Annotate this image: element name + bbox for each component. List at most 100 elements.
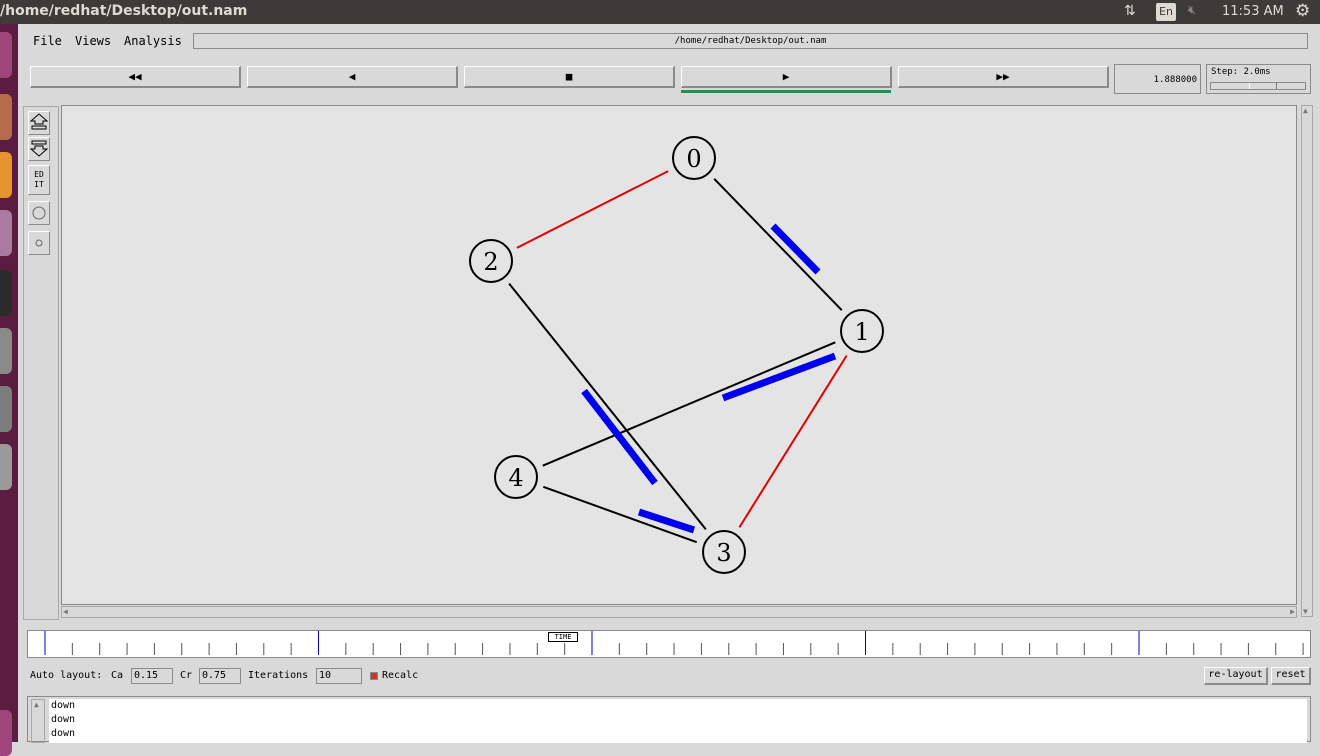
node-circle[interactable] (672, 136, 716, 180)
network-canvas[interactable]: 0 1 2 3 4 (61, 105, 1297, 605)
current-time-display: 1.888000 (1114, 64, 1201, 94)
launcher-app-icon[interactable] (0, 386, 12, 432)
node-label: 1 (854, 318, 869, 346)
menu-analysis[interactable]: Analysis (124, 34, 182, 48)
launcher-app-icon[interactable] (0, 94, 12, 140)
log-line: down (51, 700, 76, 711)
packet-1[interactable] (721, 352, 837, 402)
auto-layout-label: Auto layout: (30, 670, 103, 681)
recalc-label: Recalc (382, 670, 419, 681)
node-1[interactable]: 1 (840, 309, 884, 353)
link-2-3[interactable] (508, 283, 707, 530)
node-0[interactable]: 0 (672, 136, 716, 180)
gear-icon[interactable]: ⚙ (1295, 1, 1311, 21)
node-4[interactable]: 4 (494, 455, 538, 499)
link-0-2[interactable] (516, 170, 669, 249)
iterations-input[interactable]: 10 (316, 668, 362, 684)
scroll-down-icon[interactable]: ▼ (1303, 607, 1308, 616)
circle-small-icon (35, 239, 43, 247)
step-label: Step: 2.0ms (1211, 67, 1271, 77)
step-slider-thumb[interactable] (1249, 83, 1277, 89)
iterations-label: Iterations (248, 670, 309, 681)
node-3[interactable]: 3 (702, 530, 746, 574)
log-line: down (51, 728, 76, 739)
keyboard-language-indicator[interactable]: En (1156, 3, 1176, 21)
file-path-display: /home/redhat/Desktop/out.nam (193, 33, 1308, 49)
cr-input[interactable]: 0.75 (199, 668, 241, 684)
system-top-panel: /home/redhat/Desktop/out.nam ⇅ En 🔇︎ 11:… (0, 0, 1320, 24)
event-log: ▲ down down down (27, 696, 1311, 743)
link-0-1[interactable] (713, 178, 843, 311)
playback-controls: ◀◀ ◀ ■ ▶ ▶▶ 1.888000 Step: 2.0ms (18, 62, 1320, 98)
menu-views[interactable]: Views (75, 34, 112, 48)
node-label: 3 (716, 539, 731, 567)
node-label: 2 (483, 248, 498, 276)
scroll-left-icon[interactable]: ◀ (63, 607, 68, 616)
step-slider[interactable] (1210, 82, 1306, 90)
packet-3[interactable] (637, 508, 696, 534)
scroll-right-icon[interactable]: ▶ (1290, 607, 1295, 616)
node-label: 4 (508, 464, 523, 492)
link-4-3[interactable] (542, 485, 698, 544)
circle-large-icon (32, 206, 46, 220)
volume-muted-icon[interactable]: 🔇︎ (1188, 3, 1197, 18)
node-size-small-button[interactable] (28, 231, 50, 255)
packet-0[interactable] (770, 223, 821, 275)
network-icon[interactable]: ⇅ (1124, 3, 1136, 19)
launcher-app-icon[interactable] (0, 328, 12, 374)
zoom-out-button[interactable] (28, 137, 50, 161)
recalc-checkbox[interactable] (370, 672, 378, 680)
auto-layout-controls: Auto layout: Ca 0.15 Cr 0.75 Iterations … (18, 666, 1320, 686)
cr-label: Cr (180, 670, 193, 681)
node-size-large-button[interactable] (28, 201, 50, 225)
step-control: Step: 2.0ms (1206, 64, 1311, 94)
clock[interactable]: 11:53 AM (1222, 4, 1284, 19)
packet-2[interactable] (581, 388, 658, 486)
zoom-in-icon (29, 113, 49, 130)
ca-label: Ca (111, 670, 124, 681)
window-title: /home/redhat/Desktop/out.nam (0, 3, 248, 19)
node-circle[interactable] (494, 455, 538, 499)
log-line: down (51, 714, 76, 725)
tool-column: ED IT (23, 106, 59, 620)
stop-button[interactable]: ■ (464, 66, 675, 88)
node-circle[interactable] (469, 239, 513, 283)
timeline-time-marker[interactable]: TIME (548, 632, 578, 642)
node-circle[interactable] (840, 309, 884, 353)
edit-button[interactable]: ED IT (28, 165, 50, 195)
zoom-out-icon (29, 140, 49, 157)
launcher-app-icon[interactable] (0, 210, 12, 256)
launcher-app-icon[interactable] (0, 444, 12, 490)
launcher-app-icon[interactable] (0, 710, 12, 756)
log-scrollbar[interactable]: ▲ (31, 699, 45, 743)
scroll-up-icon[interactable]: ▲ (34, 700, 39, 709)
timeline-ticks (44, 631, 1304, 655)
rewind-button[interactable]: ◀◀ (30, 66, 241, 88)
link-1-3[interactable] (738, 355, 848, 528)
timeline-slider[interactable]: TIME (27, 630, 1311, 658)
canvas-vertical-scrollbar[interactable]: ▲ ▼ (1301, 105, 1313, 617)
play-active-indicator (681, 90, 891, 93)
launcher (0, 24, 18, 756)
log-text[interactable]: down down down (49, 699, 1307, 743)
relayout-button[interactable]: re-layout (1204, 667, 1268, 685)
step-back-button[interactable]: ◀ (247, 66, 458, 88)
menu-file[interactable]: File (33, 34, 62, 48)
menu-bar: File Views Analysis /home/redhat/Desktop… (18, 24, 1320, 60)
network-graph[interactable]: 0 1 2 3 4 (62, 106, 1296, 604)
ca-input[interactable]: 0.15 (131, 668, 173, 684)
scroll-up-icon[interactable]: ▲ (1303, 106, 1308, 115)
node-circle[interactable] (702, 530, 746, 574)
launcher-app-icon[interactable] (0, 32, 12, 78)
zoom-in-button[interactable] (28, 111, 50, 135)
node-label: 0 (686, 145, 701, 173)
launcher-terminal-icon[interactable] (0, 270, 12, 316)
node-2[interactable]: 2 (469, 239, 513, 283)
play-button[interactable]: ▶ (681, 66, 892, 88)
reset-button[interactable]: reset (1271, 667, 1311, 685)
launcher-firefox-icon[interactable] (0, 152, 12, 198)
canvas-horizontal-scrollbar[interactable]: ◀ ▶ (61, 606, 1297, 618)
link-1-4[interactable] (542, 341, 836, 467)
nam-window: File Views Analysis /home/redhat/Desktop… (18, 24, 1320, 743)
fast-forward-button[interactable]: ▶▶ (898, 66, 1109, 88)
